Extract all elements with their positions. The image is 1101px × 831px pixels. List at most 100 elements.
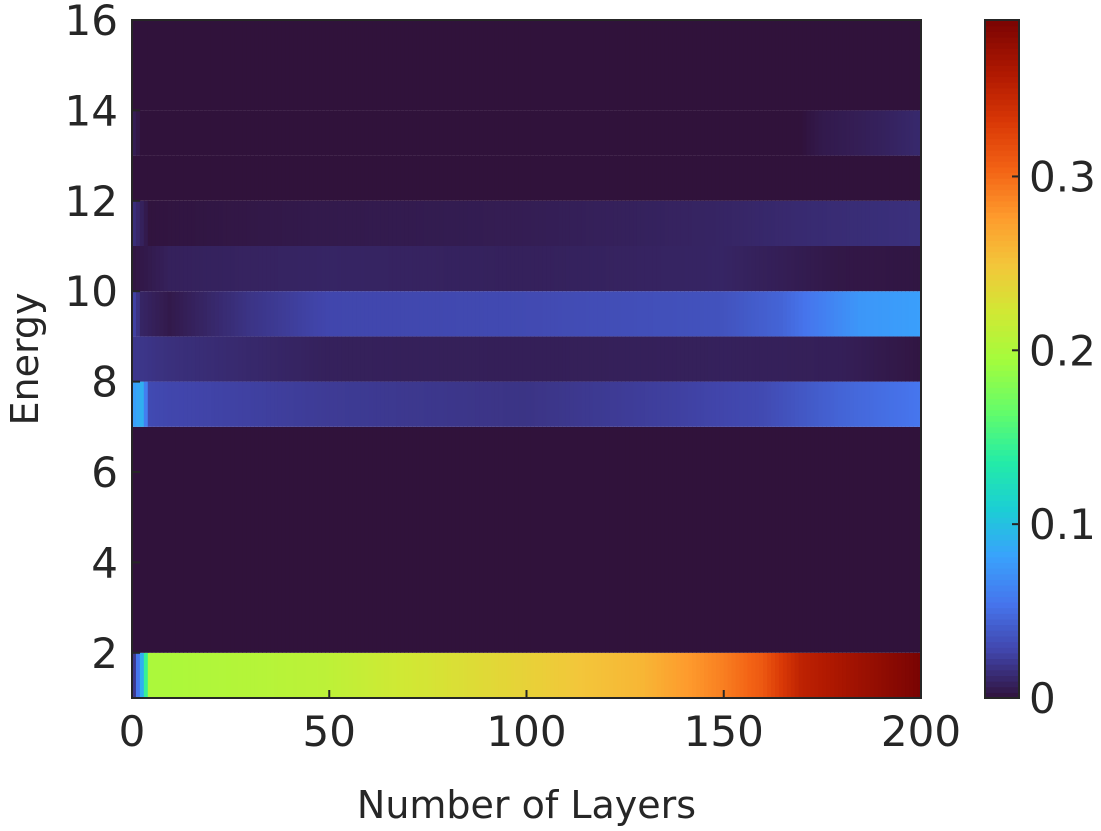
heatmap-cell bbox=[715, 336, 721, 382]
heatmap-cell bbox=[238, 336, 244, 382]
heatmap-cell bbox=[502, 246, 508, 292]
heatmap-cell bbox=[388, 652, 393, 698]
heatmap-cell bbox=[562, 155, 567, 201]
heatmap-cell bbox=[751, 381, 756, 427]
heatmap-cell bbox=[281, 336, 287, 382]
heatmap-cell bbox=[830, 246, 835, 292]
heatmap-cell bbox=[329, 381, 334, 427]
heatmap-cell bbox=[471, 652, 476, 698]
heatmap-cell bbox=[392, 381, 397, 427]
heatmap-cell bbox=[262, 110, 267, 156]
colorbar-segment bbox=[985, 488, 1019, 496]
heatmap-cell bbox=[277, 652, 283, 698]
heatmap-cell bbox=[459, 200, 464, 246]
heatmap-cell bbox=[494, 291, 500, 337]
heatmap-cell bbox=[680, 291, 685, 337]
heatmap-cell bbox=[483, 20, 488, 111]
heatmap-cell bbox=[471, 20, 476, 111]
heatmap-cell bbox=[510, 20, 516, 111]
heatmap-cell bbox=[893, 200, 898, 246]
heatmap-cell bbox=[644, 652, 650, 698]
heatmap-cell bbox=[400, 336, 405, 382]
heatmap-cell bbox=[842, 381, 847, 427]
heatmap-cell bbox=[210, 246, 216, 292]
heatmap-cell bbox=[589, 155, 595, 201]
heatmap-cell bbox=[329, 20, 334, 111]
heatmap-cell bbox=[585, 652, 591, 698]
heatmap-cell bbox=[360, 155, 366, 201]
heatmap-cell bbox=[214, 155, 220, 201]
heatmap-cell bbox=[281, 652, 287, 698]
heatmap-cell bbox=[179, 246, 184, 292]
colorbar-segment bbox=[985, 573, 1019, 580]
heatmap-cell bbox=[427, 336, 433, 382]
heatmap-cell bbox=[313, 200, 319, 246]
heatmap-cell bbox=[613, 652, 618, 698]
heatmap-cell bbox=[431, 110, 437, 156]
heatmap-cell bbox=[802, 652, 808, 698]
colorbar-segment bbox=[985, 477, 1019, 484]
heatmap-cell bbox=[853, 200, 859, 246]
heatmap-cell bbox=[419, 426, 425, 653]
heatmap-cell bbox=[838, 381, 843, 427]
heatmap-cell bbox=[143, 110, 149, 156]
heatmap-cell bbox=[179, 652, 184, 698]
heatmap-cell bbox=[435, 336, 441, 382]
heatmap-cell bbox=[479, 426, 484, 653]
heatmap-cell bbox=[360, 246, 366, 292]
heatmap-cell bbox=[585, 381, 591, 427]
heatmap-cell bbox=[135, 336, 141, 382]
x-tick-label: 100 bbox=[486, 707, 566, 756]
heatmap-cell bbox=[707, 381, 713, 427]
heatmap-cell bbox=[191, 20, 196, 111]
heatmap-cell bbox=[743, 155, 749, 201]
heatmap-cell bbox=[601, 291, 606, 337]
heatmap-cell bbox=[372, 20, 378, 111]
heatmap-cell bbox=[569, 246, 575, 292]
x-tick-label: 0 bbox=[119, 707, 146, 756]
colorbar-tick-label: 0.3 bbox=[1029, 152, 1096, 201]
heatmap-cell bbox=[727, 155, 733, 201]
heatmap-cell bbox=[187, 291, 192, 337]
colorbar-segment bbox=[985, 387, 1019, 394]
heatmap-cell bbox=[613, 246, 618, 292]
heatmap-cell bbox=[479, 381, 484, 427]
heatmap-cell bbox=[775, 246, 780, 292]
heatmap-cell bbox=[577, 200, 583, 246]
heatmap-cell bbox=[254, 155, 259, 201]
heatmap-cell bbox=[554, 110, 559, 156]
heatmap-cell bbox=[179, 336, 184, 382]
heatmap-cell bbox=[439, 110, 445, 156]
heatmap-cell bbox=[913, 155, 918, 201]
heatmap-cell bbox=[853, 110, 859, 156]
heatmap-cell bbox=[810, 110, 816, 156]
heatmap-cell bbox=[317, 336, 322, 382]
heatmap-cell bbox=[459, 426, 464, 653]
heatmap-cell bbox=[270, 336, 275, 382]
heatmap-cell bbox=[573, 291, 579, 337]
heatmap-cell bbox=[132, 426, 137, 653]
heatmap-cell bbox=[636, 246, 642, 292]
heatmap-cell bbox=[696, 426, 701, 653]
heatmap-cell bbox=[364, 426, 370, 653]
heatmap-cell bbox=[546, 20, 551, 111]
heatmap-cell bbox=[274, 381, 279, 427]
heatmap-cell bbox=[771, 426, 776, 653]
heatmap-cell bbox=[270, 110, 275, 156]
heatmap-cell bbox=[423, 652, 429, 698]
heatmap-cell bbox=[893, 336, 898, 382]
heatmap-cell bbox=[206, 246, 212, 292]
heatmap-cell bbox=[530, 246, 535, 292]
heatmap-cell bbox=[530, 155, 535, 201]
heatmap-cell bbox=[656, 155, 662, 201]
heatmap-cell bbox=[372, 381, 378, 427]
colorbar-segment bbox=[985, 217, 1019, 224]
heatmap-cell bbox=[183, 336, 188, 382]
colorbar-segment bbox=[985, 404, 1019, 411]
heatmap-cell bbox=[364, 110, 370, 156]
colorbar-segment bbox=[985, 206, 1019, 213]
heatmap-cell bbox=[672, 652, 678, 698]
heatmap-cell bbox=[897, 200, 902, 246]
colorbar-segment bbox=[985, 87, 1019, 95]
heatmap-cell bbox=[633, 652, 638, 698]
